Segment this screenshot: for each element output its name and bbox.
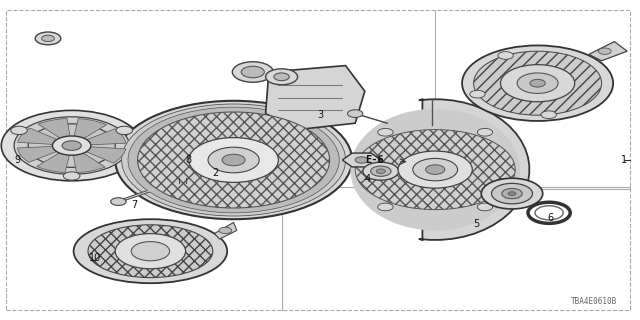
Circle shape — [122, 104, 346, 216]
Text: 6: 6 — [547, 212, 554, 223]
Text: 10: 10 — [88, 252, 101, 263]
Circle shape — [371, 166, 391, 176]
FancyBboxPatch shape — [168, 159, 198, 179]
Circle shape — [378, 128, 393, 136]
Circle shape — [492, 183, 532, 204]
Polygon shape — [214, 222, 237, 239]
Circle shape — [219, 227, 232, 234]
Circle shape — [128, 107, 339, 213]
Circle shape — [274, 73, 289, 81]
Polygon shape — [419, 99, 529, 240]
Circle shape — [413, 158, 458, 181]
Circle shape — [138, 112, 330, 208]
Circle shape — [355, 130, 515, 210]
Circle shape — [481, 178, 543, 209]
Text: TBA4E0610B: TBA4E0610B — [572, 297, 618, 306]
Ellipse shape — [351, 109, 520, 230]
Text: 2: 2 — [212, 168, 218, 178]
Text: 9: 9 — [15, 155, 21, 165]
Circle shape — [598, 48, 611, 54]
Circle shape — [398, 151, 472, 188]
Circle shape — [530, 79, 545, 87]
Circle shape — [63, 172, 80, 180]
Circle shape — [517, 73, 558, 93]
Circle shape — [208, 147, 259, 173]
Circle shape — [232, 62, 273, 82]
Circle shape — [378, 203, 393, 211]
Wedge shape — [72, 146, 125, 163]
Circle shape — [474, 51, 602, 115]
Wedge shape — [72, 146, 105, 173]
Wedge shape — [72, 129, 126, 146]
Circle shape — [62, 141, 81, 150]
Circle shape — [502, 188, 522, 199]
Circle shape — [222, 154, 245, 166]
Circle shape — [348, 110, 363, 117]
Circle shape — [498, 52, 513, 59]
Circle shape — [470, 90, 485, 98]
Wedge shape — [72, 119, 107, 146]
Polygon shape — [589, 42, 627, 61]
Wedge shape — [38, 118, 72, 146]
Circle shape — [500, 65, 575, 102]
Text: 4: 4 — [365, 174, 371, 184]
Wedge shape — [18, 128, 72, 146]
Text: 1: 1 — [621, 155, 627, 165]
Text: E-6: E-6 — [365, 155, 384, 165]
Polygon shape — [266, 66, 365, 130]
Circle shape — [477, 203, 493, 211]
Text: 5: 5 — [474, 219, 480, 229]
Text: 7: 7 — [131, 200, 138, 210]
Circle shape — [477, 128, 493, 136]
Polygon shape — [342, 153, 381, 167]
Circle shape — [28, 124, 115, 167]
Circle shape — [426, 165, 445, 174]
Circle shape — [541, 111, 556, 118]
Circle shape — [52, 136, 91, 155]
Circle shape — [14, 117, 129, 174]
Wedge shape — [36, 146, 72, 172]
Circle shape — [363, 162, 399, 180]
Circle shape — [241, 66, 264, 78]
Circle shape — [116, 126, 132, 135]
Text: 8: 8 — [186, 155, 192, 165]
Circle shape — [35, 32, 61, 45]
Circle shape — [462, 45, 613, 121]
Circle shape — [508, 192, 516, 196]
Circle shape — [266, 69, 298, 85]
Ellipse shape — [74, 219, 227, 283]
Circle shape — [115, 101, 352, 219]
Ellipse shape — [88, 225, 212, 278]
Wedge shape — [17, 146, 72, 162]
Circle shape — [42, 35, 54, 42]
FancyBboxPatch shape — [195, 165, 228, 184]
Text: 3: 3 — [317, 110, 323, 120]
Circle shape — [111, 198, 126, 205]
Circle shape — [355, 157, 368, 163]
Circle shape — [131, 242, 170, 261]
Circle shape — [11, 126, 28, 135]
Circle shape — [115, 234, 186, 269]
Circle shape — [208, 168, 221, 174]
Circle shape — [1, 110, 142, 181]
Circle shape — [189, 138, 278, 182]
Circle shape — [376, 169, 385, 173]
